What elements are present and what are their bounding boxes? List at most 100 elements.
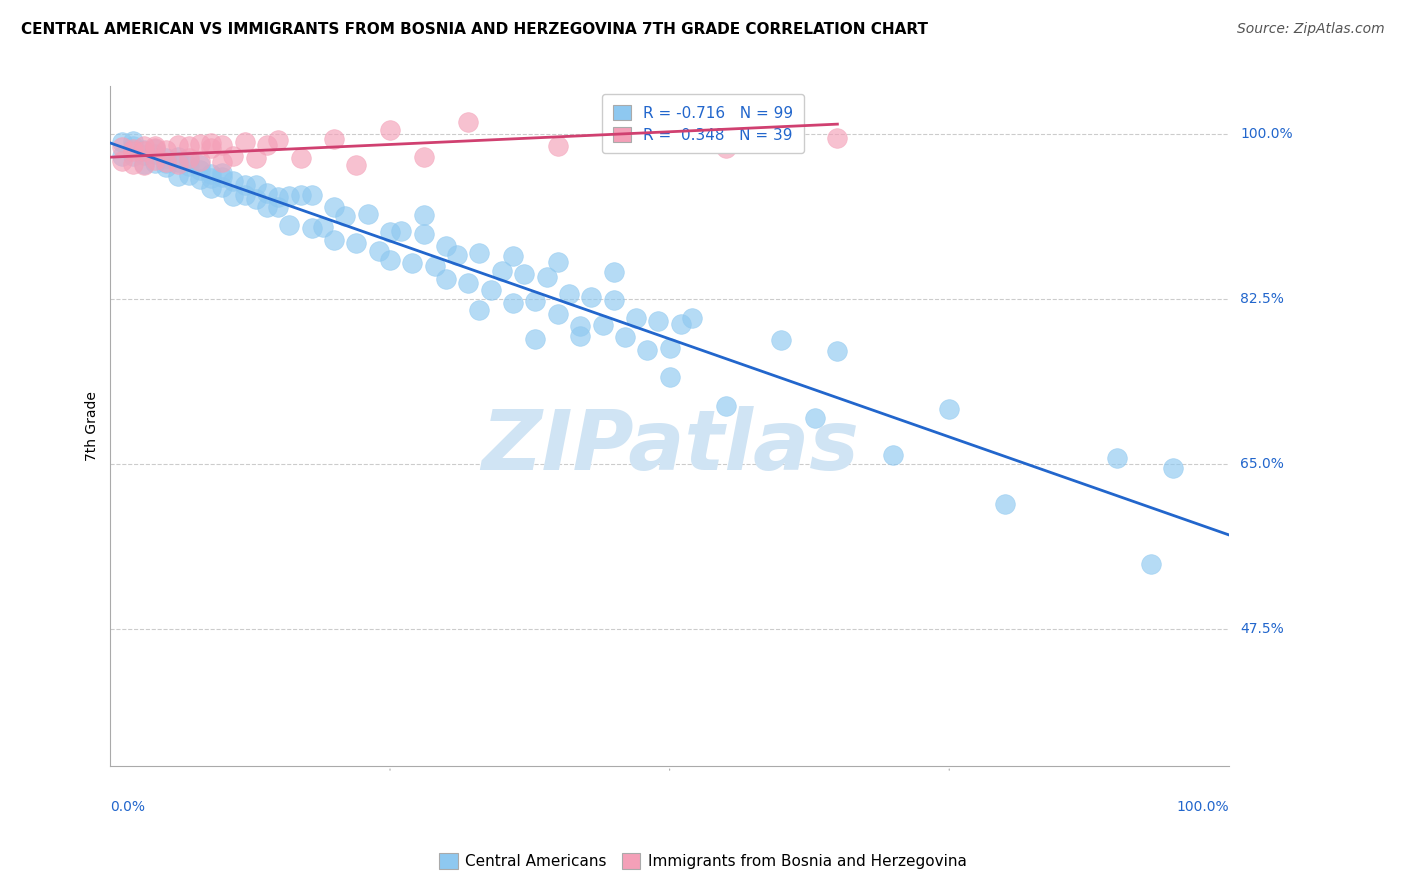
Text: 65.0%: 65.0% [1240,457,1284,471]
Point [647,314,669,328]
Point [569,329,592,343]
Point [177,139,200,153]
Point [200,136,222,150]
Point [132,157,155,171]
Point [188,153,211,168]
Point [592,318,614,332]
Point [547,255,569,269]
Point [132,139,155,153]
Point [378,225,401,239]
Text: CENTRAL AMERICAN VS IMMIGRANTS FROM BOSNIA AND HERZEGOVINA 7TH GRADE CORRELATION: CENTRAL AMERICAN VS IMMIGRANTS FROM BOSN… [21,22,928,37]
Point [624,310,647,325]
Point [658,369,681,384]
Point [479,284,502,298]
Point [468,303,491,318]
Point [110,149,132,163]
Point [222,188,245,202]
Point [994,497,1017,511]
Point [132,143,155,157]
Point [323,132,346,146]
Point [423,259,446,273]
Point [200,180,222,194]
Point [468,246,491,260]
Point [547,139,569,153]
Point [412,208,434,222]
Point [155,155,177,169]
Point [143,138,166,153]
Point [301,220,323,235]
Point [569,319,592,334]
Text: 47.5%: 47.5% [1240,623,1284,636]
Point [132,144,155,158]
Point [323,233,346,247]
Point [233,178,256,193]
Text: ZIPatlas: ZIPatlas [481,406,859,487]
Point [636,343,658,357]
Point [378,252,401,267]
Point [346,158,368,172]
Point [827,131,849,145]
Point [491,264,513,278]
Point [267,133,290,147]
Point [256,186,278,201]
Point [770,110,793,124]
Point [121,145,143,159]
Point [524,294,547,309]
Legend: R = -0.716   N = 99, R =  0.348   N = 39: R = -0.716 N = 99, R = 0.348 N = 39 [602,94,804,153]
Point [222,174,245,188]
Text: 100.0%: 100.0% [1240,127,1292,141]
Point [188,158,211,172]
Point [121,148,143,162]
Point [267,200,290,214]
Point [155,151,177,165]
Text: 82.5%: 82.5% [1240,292,1284,306]
Point [267,190,290,204]
Point [658,342,681,356]
Point [547,307,569,321]
Point [770,334,793,348]
Point [132,148,155,162]
Legend: Central Americans, Immigrants from Bosnia and Herzegovina: Central Americans, Immigrants from Bosni… [433,847,973,875]
Point [346,236,368,251]
Point [211,170,233,185]
Point [121,135,143,149]
Point [121,157,143,171]
Point [714,399,737,413]
Point [356,207,378,221]
Point [669,317,692,331]
Point [245,178,267,192]
Point [502,296,524,310]
Text: 100.0%: 100.0% [1177,800,1229,814]
Point [188,162,211,177]
Point [804,411,827,425]
Point [143,142,166,156]
Point [110,154,132,169]
Point [602,293,624,308]
Point [536,269,558,284]
Point [222,149,245,163]
Point [110,140,132,154]
Point [714,141,737,155]
Point [335,209,357,223]
Point [412,150,434,164]
Point [143,147,166,161]
Point [200,171,222,186]
Point [166,150,188,164]
Point [312,219,335,234]
Point [177,168,200,182]
Point [211,137,233,152]
Y-axis label: 7th Grade: 7th Grade [86,392,100,461]
Point [301,187,323,202]
Point [412,227,434,241]
Point [602,113,624,128]
Point [581,290,603,304]
Point [278,218,301,232]
Point [882,448,904,462]
Point [290,188,312,202]
Point [367,244,389,259]
Point [513,267,536,281]
Point [602,265,624,279]
Point [457,276,479,290]
Point [245,151,267,165]
Point [233,135,256,149]
